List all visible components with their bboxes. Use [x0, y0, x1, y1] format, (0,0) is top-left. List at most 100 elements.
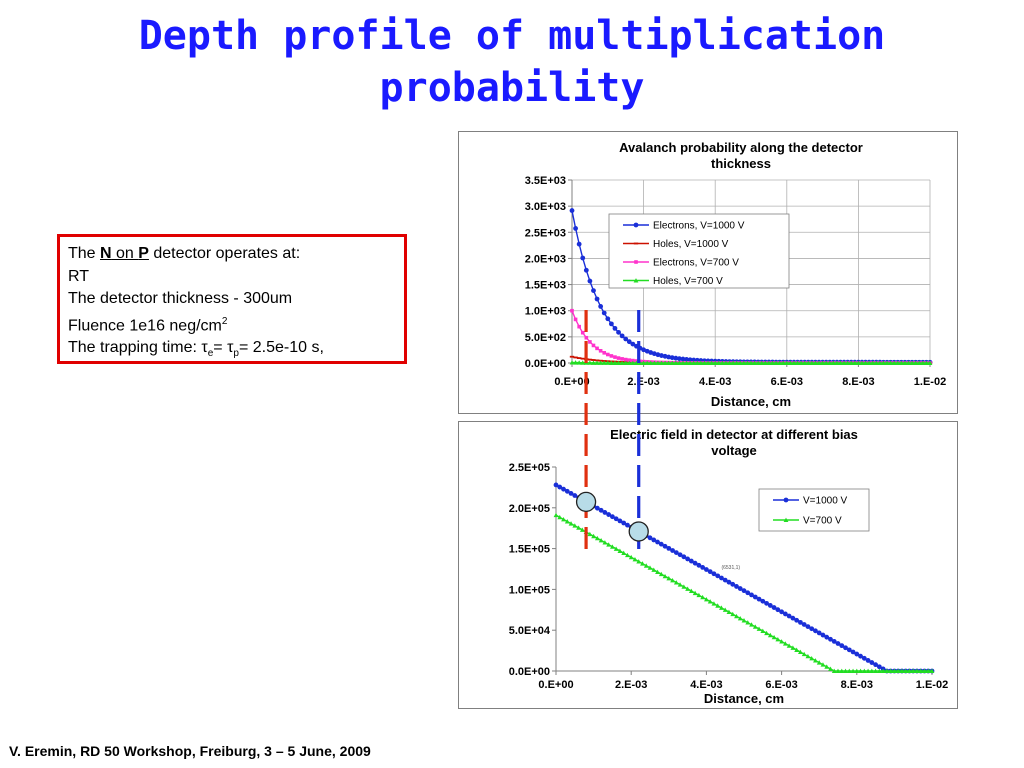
chart2-series-0-point-15: [610, 514, 615, 520]
chart2-series-1-point-6: [576, 525, 581, 530]
chart2-series-0-point-1: [557, 484, 563, 490]
chart1-series-3-point-84: [870, 360, 876, 365]
chart1-series-3-point-53: [759, 360, 765, 365]
chart2-series-0-point-36: [688, 558, 694, 564]
chart1-series-0-point-27: [666, 354, 672, 360]
chart1-series-0-point-30: [677, 356, 682, 362]
p-label: P: [138, 245, 149, 262]
chart2-series-1-point-39: [700, 594, 706, 600]
chart1-series-2-point-16: [627, 358, 632, 362]
chart2-series-0-point-28: [658, 541, 664, 547]
chart2-series-0-point-56: [764, 600, 769, 606]
chart1-series-3-point-80: [856, 360, 861, 365]
chart2-legend-box: [758, 488, 870, 532]
chart1-x-tick-label-4: 8.E-03: [842, 376, 874, 388]
chart2-annotation: (6531,1): [721, 565, 740, 571]
chart1-series-3-point-93: [902, 360, 908, 365]
chart1-series-3-point-60: [784, 360, 790, 365]
chart2-series-0-point-0: [553, 482, 559, 488]
chart1-series-3-point-30: [677, 360, 682, 365]
chart2-x-axis-label: Distance, cm: [704, 691, 784, 706]
chart2-series-1-point-51: [745, 620, 751, 625]
chart2-title-line-2: voltage: [711, 443, 757, 458]
chart1-series-0-point-0: [569, 208, 575, 213]
chart2-series-1-point-47: [730, 611, 736, 617]
chart2-y-tick-label-5: 2.5E+05: [509, 462, 550, 474]
chart2-legend-marker-1: [783, 517, 789, 522]
chart1-series-0-point-11: [608, 321, 614, 327]
info-box: The N on P detector operates at: RT The …: [57, 234, 407, 364]
chart2-series-0-point-16: [613, 516, 619, 522]
chart2-x-tick-label-2: 4.E-03: [690, 679, 722, 691]
chart1-series-3-point-65: [802, 360, 808, 365]
info-line-2: RT: [68, 267, 90, 285]
chart1-y-tick-label-1: 5.0E+02: [525, 332, 566, 344]
chart2-series-1-point-7: [579, 527, 585, 532]
chart1-series-3-point-35: [694, 360, 700, 365]
chart2-series-1-point-75: [835, 668, 841, 673]
chart1-series-3-point-90: [891, 360, 897, 365]
chart2-y-tick-label-1: 5.0E+04: [509, 625, 551, 637]
chart2-series-0-point-70: [816, 630, 822, 636]
chart1-series-3-point-38: [705, 360, 711, 365]
chart2-series-1-point-21: [632, 556, 638, 562]
chart1-series-2-point-11: [609, 354, 614, 358]
chart2-series-1-point-84: [869, 668, 875, 673]
chart2-series-1-point-52: [749, 622, 754, 627]
chart1-series-3-point-54: [762, 360, 768, 365]
chart2-series-0-point-57: [767, 603, 773, 608]
chart1-series-2-point-7: [595, 346, 599, 351]
chart1-series-3-point-22: [648, 360, 654, 365]
chart1-title-line-2: thickness: [711, 156, 771, 171]
chart1-series-3-point-46: [734, 360, 740, 365]
chart1-y-tick-label-5: 2.5E+03: [525, 227, 566, 239]
chart1-series-3-point-51: [752, 360, 757, 365]
chart2-series-0-point-79: [850, 649, 856, 655]
chart1-series-3-point-99: [924, 360, 929, 365]
chart2-series-1-point-97: [918, 668, 924, 673]
chart1-series-3-point-69: [816, 360, 822, 365]
chart1-series-3-point-12: [612, 360, 618, 365]
chart2-series-1-point-17: [617, 548, 623, 553]
chart2-series-1-point-70: [816, 660, 822, 665]
chart1-series-2-point-6: [591, 343, 596, 348]
chart1-series-3-point-62: [791, 360, 797, 365]
chart2-series-1-point-19: [625, 552, 630, 558]
chart2-series-1-point-27: [655, 569, 660, 575]
chart2-series-0-point-18: [621, 520, 627, 526]
chart1-series-3-point-42: [719, 360, 725, 365]
chart1-series-3-point-0: [569, 360, 575, 365]
chart1-series-2-point-4: [584, 335, 589, 340]
chart1-series-3-point-26: [662, 360, 668, 365]
chart2-series-0-point-86: [876, 664, 882, 670]
chart2-series-1-point-10: [591, 533, 596, 539]
chart2-series-0-point-71: [820, 632, 826, 638]
chart1-series-3-point-10: [605, 360, 611, 365]
chart1-series-3-point-58: [777, 360, 783, 365]
slide-title-line-1: Depth profile of multiplication: [138, 13, 886, 59]
chart1-series-0-point-33: [687, 357, 693, 363]
chart1-series-3-point-68: [813, 360, 818, 365]
chart1-series-3-point-89: [888, 360, 894, 365]
chart1-series-3-point-37: [702, 360, 707, 365]
chart1-series-3-point-64: [798, 360, 804, 365]
chart2-series-0-point-32: [673, 550, 679, 556]
chart1-series-2-point-15: [623, 357, 628, 362]
chart1-series-0-point-25: [659, 353, 664, 358]
chart1-series-3-point-76: [841, 360, 847, 365]
chart2-series-0-point-29: [662, 543, 668, 549]
chart2-x-tick-label-5: 1.E-02: [916, 679, 948, 691]
chart1-series-3-point-25: [659, 360, 664, 365]
chart2-y-tick-label-2: 1.0E+05: [509, 584, 550, 596]
chart2-x-tick-label-3: 6.E-03: [765, 679, 797, 691]
chart1-series-3-point-7: [594, 360, 600, 365]
chart2-series-1-point-29: [662, 573, 668, 579]
chart2-series-0-point-78: [846, 647, 852, 653]
chart2-series-1-point-82: [861, 668, 867, 673]
chart1-legend-marker-3: [633, 278, 639, 283]
chart1-series-3-point-75: [838, 360, 843, 365]
chart2-series-1-point-58: [771, 634, 777, 640]
chart1-series-3-point-29: [673, 360, 679, 365]
chart1-series-3-point-56: [770, 360, 775, 365]
chart2-series-1-point-13: [602, 540, 608, 545]
